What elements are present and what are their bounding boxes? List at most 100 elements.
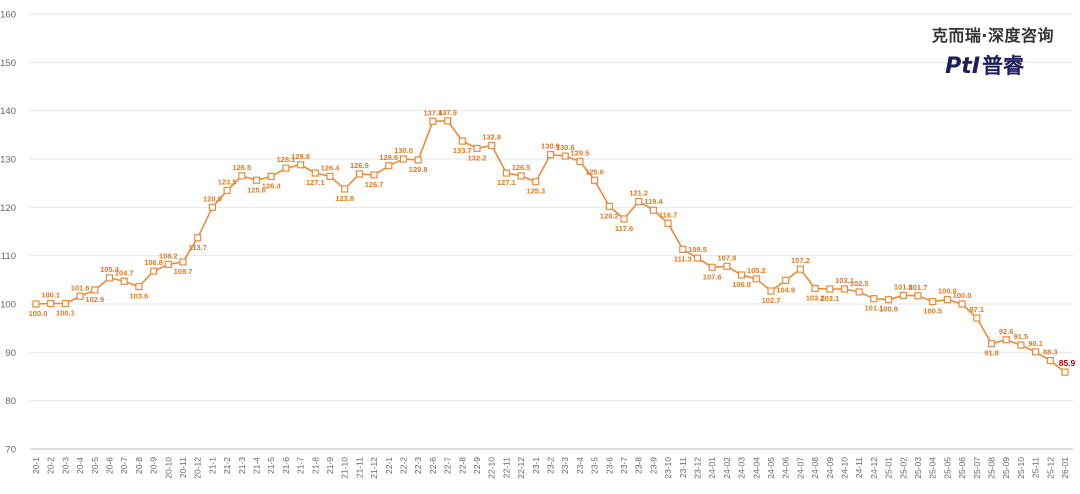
grid-lines (30, 13, 1073, 450)
data-label: 137.8 (424, 108, 443, 117)
x-tick-label: 24-03 (737, 457, 747, 479)
x-tick-label: 22-6 (428, 457, 438, 474)
y-tick-label: 160 (0, 10, 16, 21)
data-label: 97.1 (969, 305, 984, 314)
data-point (767, 287, 775, 295)
data-label: 102.5 (850, 279, 869, 288)
x-tick-label: 24-07 (795, 457, 805, 479)
data-point (1061, 368, 1069, 376)
data-point (752, 275, 760, 283)
data-label: 126.7 (365, 180, 384, 189)
data-label: 120.2 (600, 211, 619, 220)
x-tick-label: 23-5 (590, 457, 600, 474)
x-tick-label: 22-10 (487, 457, 497, 479)
data-label: 127.1 (306, 178, 325, 187)
data-point (693, 254, 702, 262)
data-point (223, 186, 231, 195)
y-tick-label: 90 (5, 348, 16, 359)
data-label: 107.8 (718, 253, 737, 262)
x-tick-label: 21-2 (222, 457, 232, 474)
data-point (590, 176, 599, 184)
x-tick-label: 21-4 (252, 457, 262, 474)
y-tick-label: 130 (0, 155, 16, 166)
data-label: 123.8 (335, 194, 354, 203)
data-label: 108.7 (174, 267, 193, 276)
x-tick-label: 20-11 (178, 457, 188, 478)
data-point (208, 203, 216, 211)
y-tick-label: 110 (1, 251, 16, 262)
x-tick-label: 25-11 (1031, 457, 1041, 478)
x-tick-label: 25-02 (898, 457, 908, 479)
x-tick-label: 22-3 (413, 457, 423, 474)
data-point (164, 260, 172, 268)
data-label: 120.0 (203, 194, 222, 203)
data-point (150, 267, 158, 275)
data-label: 92.6 (999, 327, 1014, 336)
data-point (840, 285, 849, 293)
x-tick-label: 24-08 (810, 457, 820, 479)
data-point (649, 206, 658, 214)
data-label: 130.0 (394, 146, 413, 155)
data-point (546, 151, 555, 159)
data-point (120, 277, 128, 285)
y-tick-label: 120 (0, 203, 16, 214)
data-point (47, 299, 55, 308)
x-tick-label: 20-6 (105, 457, 115, 474)
x-tick-label: 21-3 (237, 457, 247, 474)
data-point (61, 299, 70, 308)
data-label: 130.6 (556, 143, 575, 152)
data-point (973, 314, 981, 322)
data-point (620, 215, 628, 223)
data-point (473, 144, 481, 152)
data-label: 126.4 (262, 181, 282, 190)
x-tick-label: 21-12 (369, 457, 379, 479)
data-label: 88.3 (1043, 348, 1058, 357)
company-name: 克而瑞·深度咨询 (931, 26, 1054, 45)
data-point (355, 170, 363, 178)
data-label: 106.0 (732, 280, 751, 289)
data-point (444, 117, 452, 125)
x-tick-label: 25-09 (1001, 457, 1011, 479)
x-tick-label: 24-12 (869, 457, 879, 479)
series-markers (32, 117, 1069, 376)
x-tick-label: 25-05 (942, 457, 952, 479)
data-label: 85.9 (1059, 358, 1076, 368)
data-label: 104.9 (776, 285, 795, 294)
data-label: 101.8 (894, 282, 913, 291)
data-label: 123.5 (218, 177, 237, 186)
x-tick-label: 20-8 (134, 457, 144, 474)
data-point (561, 152, 569, 160)
data-point (796, 265, 805, 273)
x-axis-ticks: 20-1 20-2 20-3 20-4 20-5 20-6 20-7 20-8 20-9 20-1… (31, 457, 1070, 479)
x-tick-label: 23-10 (663, 457, 673, 479)
data-point (532, 178, 540, 186)
data-label: 137.9 (438, 108, 457, 117)
data-point (105, 274, 114, 282)
brand-logo: 克而瑞·深度咨询 PtI普睿 (904, 22, 1054, 82)
y-tick-label: 140 (0, 106, 16, 117)
data-label: 90.1 (1028, 339, 1043, 348)
data-label: 103.2 (806, 294, 825, 303)
data-label: 125.6 (585, 167, 604, 176)
data-label: 132.2 (468, 153, 487, 162)
x-tick-label: 23-6 (604, 457, 614, 474)
x-tick-label: 25-04 (928, 457, 938, 479)
data-point (341, 185, 349, 193)
data-label: 111.3 (674, 254, 692, 263)
data-point (76, 292, 84, 300)
data-point (282, 164, 290, 172)
data-label: 100.1 (41, 291, 60, 300)
data-point (811, 284, 819, 293)
y-tick-label: 150 (0, 58, 16, 69)
data-point (194, 234, 202, 242)
data-point (1046, 356, 1054, 365)
x-tick-label: 26-01 (1060, 457, 1070, 479)
x-tick-label: 20-10 (163, 457, 173, 479)
data-point (708, 263, 716, 271)
data-point (826, 285, 834, 293)
x-tick-label: 25-01 (884, 457, 894, 479)
data-point (179, 258, 187, 266)
brand-mark-logo: PtI (945, 54, 980, 79)
x-tick-label: 24-01 (707, 457, 717, 479)
data-label: 133.7 (453, 146, 472, 155)
